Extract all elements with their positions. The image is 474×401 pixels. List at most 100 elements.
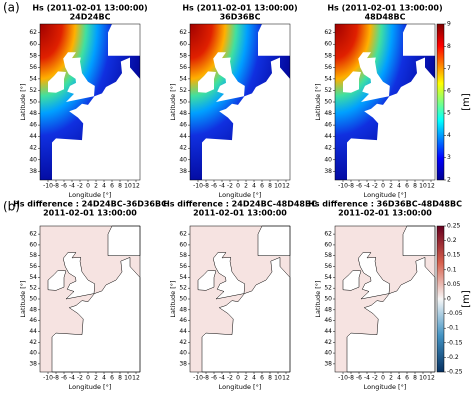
y-axis-label: Latitude [°] [169, 280, 177, 317]
panel-title: Hs difference : 36D36BC-48D48BC [308, 200, 462, 209]
y-tick-label: 40 [324, 156, 332, 163]
panel-title: Hs (2011-02-01 13:00:00) [32, 4, 147, 13]
x-axis-label: Longitude [°] [364, 191, 407, 199]
x-tick-label: 10 [274, 183, 282, 190]
x-tick-label: -6 [61, 183, 67, 190]
panel-title: 2011-02-01 13:00:00 [338, 209, 432, 218]
x-tick-label: -8 [348, 183, 354, 190]
x-tick-label: 0 [236, 375, 240, 382]
x-tick-label: -6 [356, 183, 362, 190]
y-tick-label: 38 [179, 168, 187, 175]
land [346, 256, 436, 373]
land [403, 24, 435, 56]
x-tick-label: 10 [124, 183, 132, 190]
land [201, 256, 291, 373]
y-tick-label: 46 [324, 317, 332, 324]
y-tick-label: 44 [179, 133, 187, 140]
y-tick-label: 62 [179, 29, 187, 36]
y-axis-label: Latitude [°] [169, 83, 177, 120]
colorbar-tick-label: 7 [447, 65, 451, 72]
land [62, 252, 96, 300]
y-tick-label: 40 [324, 350, 332, 357]
panel-title: Hs difference : 24D24BC-36D36BC [13, 200, 167, 209]
colorbar-tick-label: 2 [447, 177, 451, 184]
x-tick-label: 0 [381, 375, 385, 382]
x-tick-label: 12 [427, 183, 435, 190]
x-tick-label: 0 [86, 375, 90, 382]
y-tick-label: 42 [29, 339, 37, 346]
y-tick-label: 46 [179, 317, 187, 324]
colorbar-tick-label: 3 [447, 154, 451, 161]
y-tick-label: 54 [179, 274, 187, 281]
colorbar-label: [m] [461, 290, 472, 308]
x-tick-label: -8 [53, 183, 59, 190]
x-tick-label: -4 [69, 183, 75, 190]
y-tick-label: 46 [179, 122, 187, 129]
y-tick-label: 48 [179, 306, 187, 313]
x-tick-label: 0 [381, 183, 385, 190]
x-tick-label: -10 [193, 375, 203, 382]
y-tick-label: 48 [324, 110, 332, 117]
colorbar-tick-label: 0 [447, 296, 451, 303]
y-tick-label: 42 [179, 145, 187, 152]
y-tick-label: 38 [179, 360, 187, 367]
panel-title: 2011-02-01 13:00:00 [43, 209, 137, 218]
y-tick-label: 62 [324, 29, 332, 36]
x-tick-label: 12 [132, 183, 140, 190]
panel-title: Hs difference : 24D24BC-48D48BC [163, 200, 317, 209]
x-tick-label: -8 [348, 375, 354, 382]
y-tick-label: 56 [29, 263, 37, 270]
y-tick-label: 38 [29, 360, 37, 367]
y-tick-label: 44 [179, 328, 187, 335]
x-tick-label: -10 [43, 183, 53, 190]
x-tick-label: -6 [61, 375, 67, 382]
x-tick-label: 8 [118, 375, 122, 382]
y-tick-label: 48 [324, 306, 332, 313]
x-tick-label: 10 [419, 183, 427, 190]
x-axis-label: Longitude [°] [219, 191, 262, 199]
x-tick-label: -6 [356, 375, 362, 382]
land [212, 252, 246, 300]
y-tick-label: 58 [324, 252, 332, 259]
colorbar-tick-label: 0.15 [447, 252, 461, 259]
land [107, 225, 141, 256]
y-tick-label: 38 [324, 168, 332, 175]
land [358, 52, 390, 102]
panel-title: 36D36BC [220, 13, 261, 22]
x-tick-label: 12 [282, 375, 290, 382]
y-tick-label: 40 [29, 156, 37, 163]
y-tick-label: 48 [29, 306, 37, 313]
x-tick-label: -2 [77, 375, 83, 382]
y-tick-label: 60 [324, 241, 332, 248]
y-tick-label: 48 [29, 110, 37, 117]
y-tick-label: 54 [29, 274, 37, 281]
land [108, 24, 140, 56]
colorbar-tick-label: -0.1 [447, 325, 459, 332]
x-tick-label: -10 [193, 183, 203, 190]
land [342, 270, 362, 291]
y-axis-label: Latitude [°] [314, 83, 322, 120]
colorbar-label: [m] [461, 93, 472, 111]
land [343, 71, 361, 93]
colorbar-tick-label: 5 [447, 110, 451, 117]
x-tick-label: 6 [405, 183, 409, 190]
x-tick-label: -10 [338, 375, 348, 382]
colorbar-tick-label: 0.05 [447, 281, 461, 288]
x-tick-label: 4 [252, 375, 256, 382]
y-tick-label: 40 [179, 156, 187, 163]
x-tick-label: 6 [405, 375, 409, 382]
y-tick-label: 54 [179, 75, 187, 82]
y-tick-label: 44 [324, 328, 332, 335]
x-tick-label: 8 [268, 183, 272, 190]
x-tick-label: -4 [364, 183, 370, 190]
x-axis-label: Longitude [°] [219, 383, 262, 391]
x-tick-label: -4 [219, 375, 225, 382]
land [198, 71, 216, 93]
y-tick-label: 52 [29, 285, 37, 292]
colorbar-tick-label: 0.25 [447, 223, 461, 230]
x-tick-label: -2 [227, 375, 233, 382]
colorbar-tick-label: -0.05 [447, 310, 463, 317]
x-axis-label: Longitude [°] [69, 191, 112, 199]
x-tick-label: 4 [252, 183, 256, 190]
